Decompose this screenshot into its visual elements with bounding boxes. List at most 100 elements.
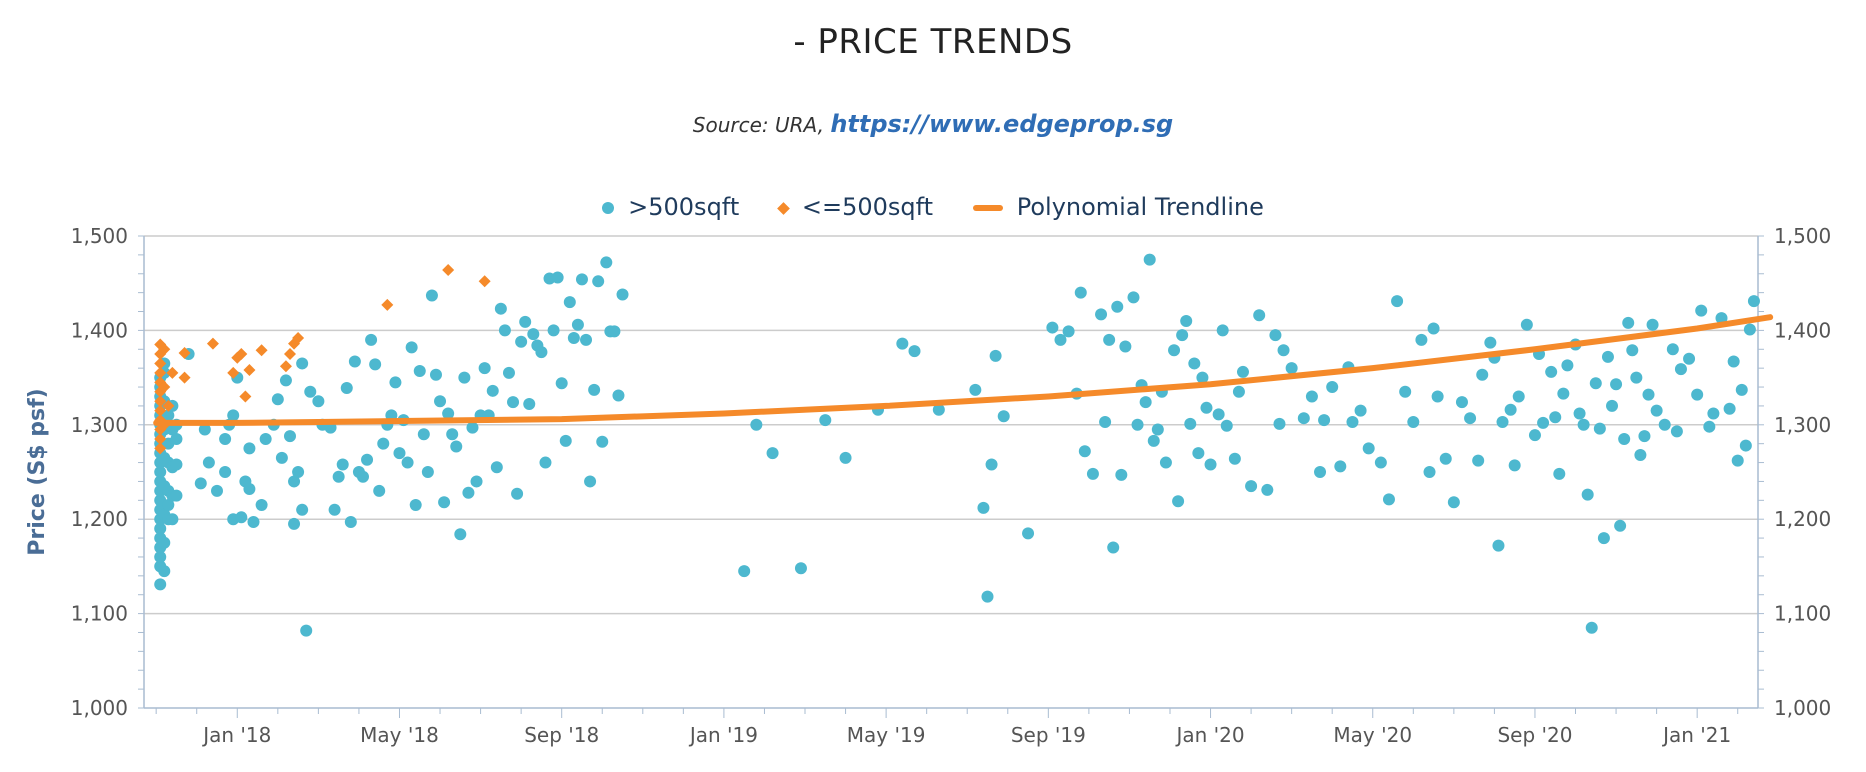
data-point-large — [1143, 253, 1156, 266]
data-point-large — [1472, 454, 1485, 467]
data-point-large — [1054, 333, 1067, 346]
data-point-large — [369, 358, 382, 371]
data-point-large — [162, 409, 175, 422]
y-tick-label-right: 1,000 — [1774, 696, 1831, 720]
data-point-large — [454, 528, 467, 541]
data-point-large — [1204, 458, 1217, 471]
data-point-large — [1638, 430, 1651, 443]
data-point-large — [1585, 621, 1598, 634]
data-point-large — [425, 289, 438, 302]
data-point-large — [1305, 390, 1318, 403]
data-point-large — [989, 349, 1002, 362]
data-point-large — [332, 470, 345, 483]
grid-lines — [144, 235, 1758, 615]
data-point-large — [1078, 445, 1091, 458]
data-point-large — [1086, 467, 1099, 480]
data-point-large — [932, 403, 945, 416]
data-point-large — [288, 475, 301, 488]
data-point-large — [1496, 415, 1509, 428]
data-point-large — [312, 395, 325, 408]
data-point-large — [985, 458, 998, 471]
data-point-large — [596, 435, 609, 448]
legend-item-trendline[interactable]: Polynomial Trendline — [972, 193, 1264, 221]
legend-item-large[interactable]: >500sqft — [602, 193, 739, 221]
data-point-large — [1553, 467, 1566, 480]
data-point-large — [1269, 329, 1282, 342]
data-point-large — [539, 456, 552, 469]
data-point-large — [1670, 425, 1683, 438]
data-point-small — [154, 442, 167, 455]
data-point-large — [502, 366, 515, 379]
data-point-large — [166, 513, 179, 526]
data-point-large — [896, 337, 909, 350]
data-point-large — [551, 271, 564, 284]
data-point-large — [275, 451, 288, 464]
data-point-large — [1715, 312, 1728, 325]
y-tick-label-left: 1,100 — [71, 602, 128, 626]
source-link[interactable]: https://www.edgeprop.sg — [830, 110, 1174, 138]
data-point-large — [1431, 390, 1444, 403]
legend-label-trendline: Polynomial Trendline — [1016, 193, 1264, 221]
data-point-large — [555, 377, 568, 390]
data-point-large — [1103, 333, 1116, 346]
data-point-large — [1046, 321, 1059, 334]
data-point-large — [1334, 460, 1347, 473]
data-point-large — [336, 458, 349, 471]
data-point-large — [1119, 340, 1132, 353]
data-point-small — [166, 366, 179, 379]
data-point-small — [178, 347, 191, 360]
data-point-large — [1147, 434, 1160, 447]
data-point-large — [1192, 447, 1205, 460]
data-point-large — [1581, 488, 1594, 501]
data-point-large — [1537, 416, 1550, 429]
data-point-small — [381, 298, 394, 311]
trendline — [153, 314, 1774, 426]
data-point-large — [523, 398, 536, 411]
data-point-large — [515, 335, 528, 348]
data-point-large — [1666, 343, 1679, 356]
data-point-large — [170, 489, 183, 502]
data-point-large — [511, 487, 524, 500]
data-point-small — [283, 348, 296, 360]
data-point-large — [1577, 418, 1590, 431]
data-point-small — [154, 432, 167, 445]
data-point-large — [1597, 532, 1610, 545]
data-point-large — [1703, 420, 1716, 433]
data-point-large — [283, 430, 296, 443]
data-point-large — [1573, 407, 1586, 420]
data-point-large — [377, 437, 390, 450]
data-point-large — [462, 486, 475, 499]
data-point-large — [365, 333, 378, 346]
data-point-large — [304, 385, 317, 398]
data-point-large — [1727, 355, 1740, 368]
data-point-small — [154, 366, 167, 379]
data-point-large — [154, 522, 167, 535]
data-point-large — [373, 484, 386, 497]
data-point-large — [1557, 387, 1570, 400]
line-marker-icon — [972, 205, 1003, 211]
data-point-large — [1326, 381, 1339, 394]
data-point-large — [259, 432, 272, 445]
x-tick-label: Sep '20 — [1497, 723, 1572, 747]
data-point-large — [255, 499, 268, 512]
data-point-large — [438, 496, 451, 509]
data-point-large — [575, 273, 588, 286]
data-point-large — [1658, 418, 1671, 431]
legend-item-small[interactable]: <=500sqft — [777, 193, 933, 221]
y-axis-right: 1,000 1,100 1,200 1,300 1,400 1,500 — [1774, 224, 1831, 720]
data-point-large — [340, 381, 353, 394]
x-tick-label: Jan '20 — [1174, 723, 1244, 747]
y-axis-left: 1,000 1,100 1,200 1,300 1,400 1,500 — [71, 224, 128, 720]
data-point-large — [794, 562, 807, 575]
data-point-large — [527, 328, 540, 341]
data-point-large — [1172, 495, 1185, 508]
data-point-large — [490, 461, 503, 474]
data-point-large — [969, 383, 982, 396]
data-point-large — [1176, 329, 1189, 342]
data-point-large — [1618, 432, 1631, 445]
data-point-large — [1674, 363, 1687, 376]
data-point-large — [1743, 323, 1756, 336]
data-point-large — [616, 288, 629, 301]
data-point-large — [1735, 383, 1748, 396]
